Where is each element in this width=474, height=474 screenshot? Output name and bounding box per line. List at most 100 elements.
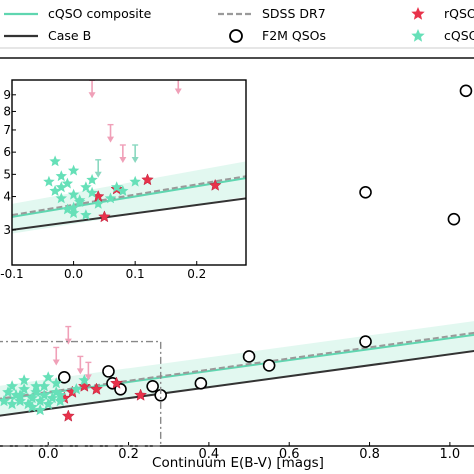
legend-swatch-star bbox=[411, 7, 425, 20]
cqso-point bbox=[55, 170, 67, 182]
cqso-point bbox=[92, 197, 104, 209]
inset-frame bbox=[11, 79, 247, 266]
legend: cQSO composite Case B SDSS DR7 F2M QSOs rQSO… bbox=[0, 0, 474, 49]
cqso-point bbox=[104, 192, 117, 204]
rqso-point bbox=[61, 409, 75, 422]
cqso-point bbox=[61, 177, 74, 189]
inset-ytick-label: 3 bbox=[3, 223, 11, 237]
inset-xtick-label: 0.1 bbox=[126, 267, 145, 281]
cqso-point bbox=[67, 164, 80, 176]
main-case-b-line bbox=[0, 350, 474, 417]
cqso-point bbox=[70, 383, 83, 395]
inset-cqso-composite-line bbox=[12, 177, 246, 218]
cqso-point bbox=[38, 389, 51, 401]
cqso-point bbox=[80, 181, 92, 193]
inset-case-b-line bbox=[12, 197, 246, 231]
legend-label: SDSS DR7 bbox=[262, 6, 326, 21]
cqso-point bbox=[42, 398, 55, 410]
cqso-point bbox=[129, 175, 141, 187]
upper-limit-arrow-head bbox=[88, 92, 96, 99]
cqso-point bbox=[34, 404, 47, 416]
legend-label: cQSO composite bbox=[48, 6, 152, 21]
main-data-layer bbox=[0, 84, 474, 422]
cqso-point bbox=[42, 371, 55, 383]
f2m-qso-point bbox=[242, 350, 256, 363]
legend-label: Case B bbox=[48, 28, 91, 43]
f2m-qso-point bbox=[447, 212, 461, 226]
main-xtick-label: 1.0 bbox=[440, 447, 461, 462]
legend-swatch-star bbox=[411, 29, 425, 42]
main-xtick-label: 0.6 bbox=[279, 447, 300, 462]
inset-sdss-dr7-line bbox=[12, 175, 246, 217]
upper-limit-arrow-head bbox=[76, 368, 84, 375]
f2m-qso-point bbox=[359, 186, 372, 199]
rqso-point bbox=[209, 178, 222, 191]
cqso-point bbox=[54, 395, 67, 407]
upper-limit-arrow-head bbox=[84, 374, 92, 381]
inset-ytick-label: 6 bbox=[3, 145, 11, 159]
upper-limit-arrow-head bbox=[94, 171, 102, 178]
cqso-point bbox=[6, 398, 18, 410]
cqso-point bbox=[55, 181, 67, 193]
cqso-point bbox=[86, 186, 98, 198]
cqso-point bbox=[34, 395, 47, 407]
cqso-point bbox=[38, 380, 51, 392]
inset-ytick-label: 7 bbox=[3, 123, 11, 137]
main-xtick-label: 0.8 bbox=[359, 447, 380, 462]
rqso-point bbox=[134, 388, 147, 401]
f2m-qso-point bbox=[146, 380, 159, 393]
cqso-point bbox=[14, 389, 26, 401]
f2m-qso-point bbox=[102, 365, 115, 378]
inset-data-layer bbox=[12, 80, 246, 234]
cqso-point bbox=[55, 192, 67, 204]
main-xtick-label: 0.4 bbox=[199, 447, 220, 462]
main-frame bbox=[0, 57, 474, 447]
f2m-qso-point bbox=[262, 359, 276, 372]
inset-region-box bbox=[0, 340, 162, 447]
inset-xtick-label: 0.0 bbox=[64, 267, 83, 281]
cqso-point bbox=[0, 395, 10, 407]
cqso-point bbox=[117, 185, 129, 196]
cqso-point bbox=[74, 196, 86, 207]
cqso-point bbox=[18, 383, 30, 395]
cqso-point bbox=[49, 185, 61, 196]
upper-limit-arrow-head bbox=[107, 136, 115, 143]
cqso-point bbox=[2, 386, 14, 398]
cqso-point bbox=[26, 401, 38, 413]
inset-ytick-label: 9 bbox=[3, 88, 11, 102]
inset-ytick-label: 5 bbox=[3, 167, 11, 181]
upper-limit-arrow-head bbox=[64, 338, 72, 345]
rqso-point bbox=[90, 382, 103, 395]
inset-xtick-label: -0.1 bbox=[0, 267, 23, 281]
cqso-point bbox=[43, 175, 55, 187]
x-axis-label: Continuum E(B-V) [mags] bbox=[152, 455, 324, 471]
main-xtick-label: 0.2 bbox=[118, 447, 139, 462]
cqso-point bbox=[6, 380, 18, 392]
rqso-point bbox=[78, 379, 91, 392]
upper-limit-arrow-head bbox=[119, 157, 127, 163]
cqso-point bbox=[30, 386, 43, 398]
cqso-point bbox=[50, 377, 63, 389]
upper-limit-arrow-head bbox=[131, 157, 139, 163]
rqso-point bbox=[98, 210, 111, 223]
cqso-point bbox=[54, 389, 67, 401]
cqso-point bbox=[67, 207, 80, 219]
cqso-point bbox=[18, 374, 30, 386]
cqso-point bbox=[78, 374, 91, 386]
cqso-point bbox=[14, 395, 26, 407]
cqso-point bbox=[86, 173, 98, 185]
cqso-point bbox=[67, 201, 80, 213]
cqso-point bbox=[67, 188, 80, 200]
cqso-point bbox=[30, 380, 43, 392]
upper-limit-arrow-head bbox=[174, 88, 182, 95]
cqso-point bbox=[80, 209, 92, 220]
cqso-point bbox=[49, 155, 61, 167]
f2m-qso-point bbox=[194, 377, 208, 390]
legend-label: rQSOs bbox=[444, 6, 474, 21]
rqso-point bbox=[141, 173, 154, 186]
legend-swatch-circle bbox=[229, 29, 243, 43]
inset-plot-area: -0.1 0.0 0.1 0.2 3 4 5 6 7 8 9 bbox=[0, 79, 247, 281]
legend-label: cQSOs bbox=[444, 28, 474, 43]
f2m-qso-point bbox=[359, 335, 372, 348]
